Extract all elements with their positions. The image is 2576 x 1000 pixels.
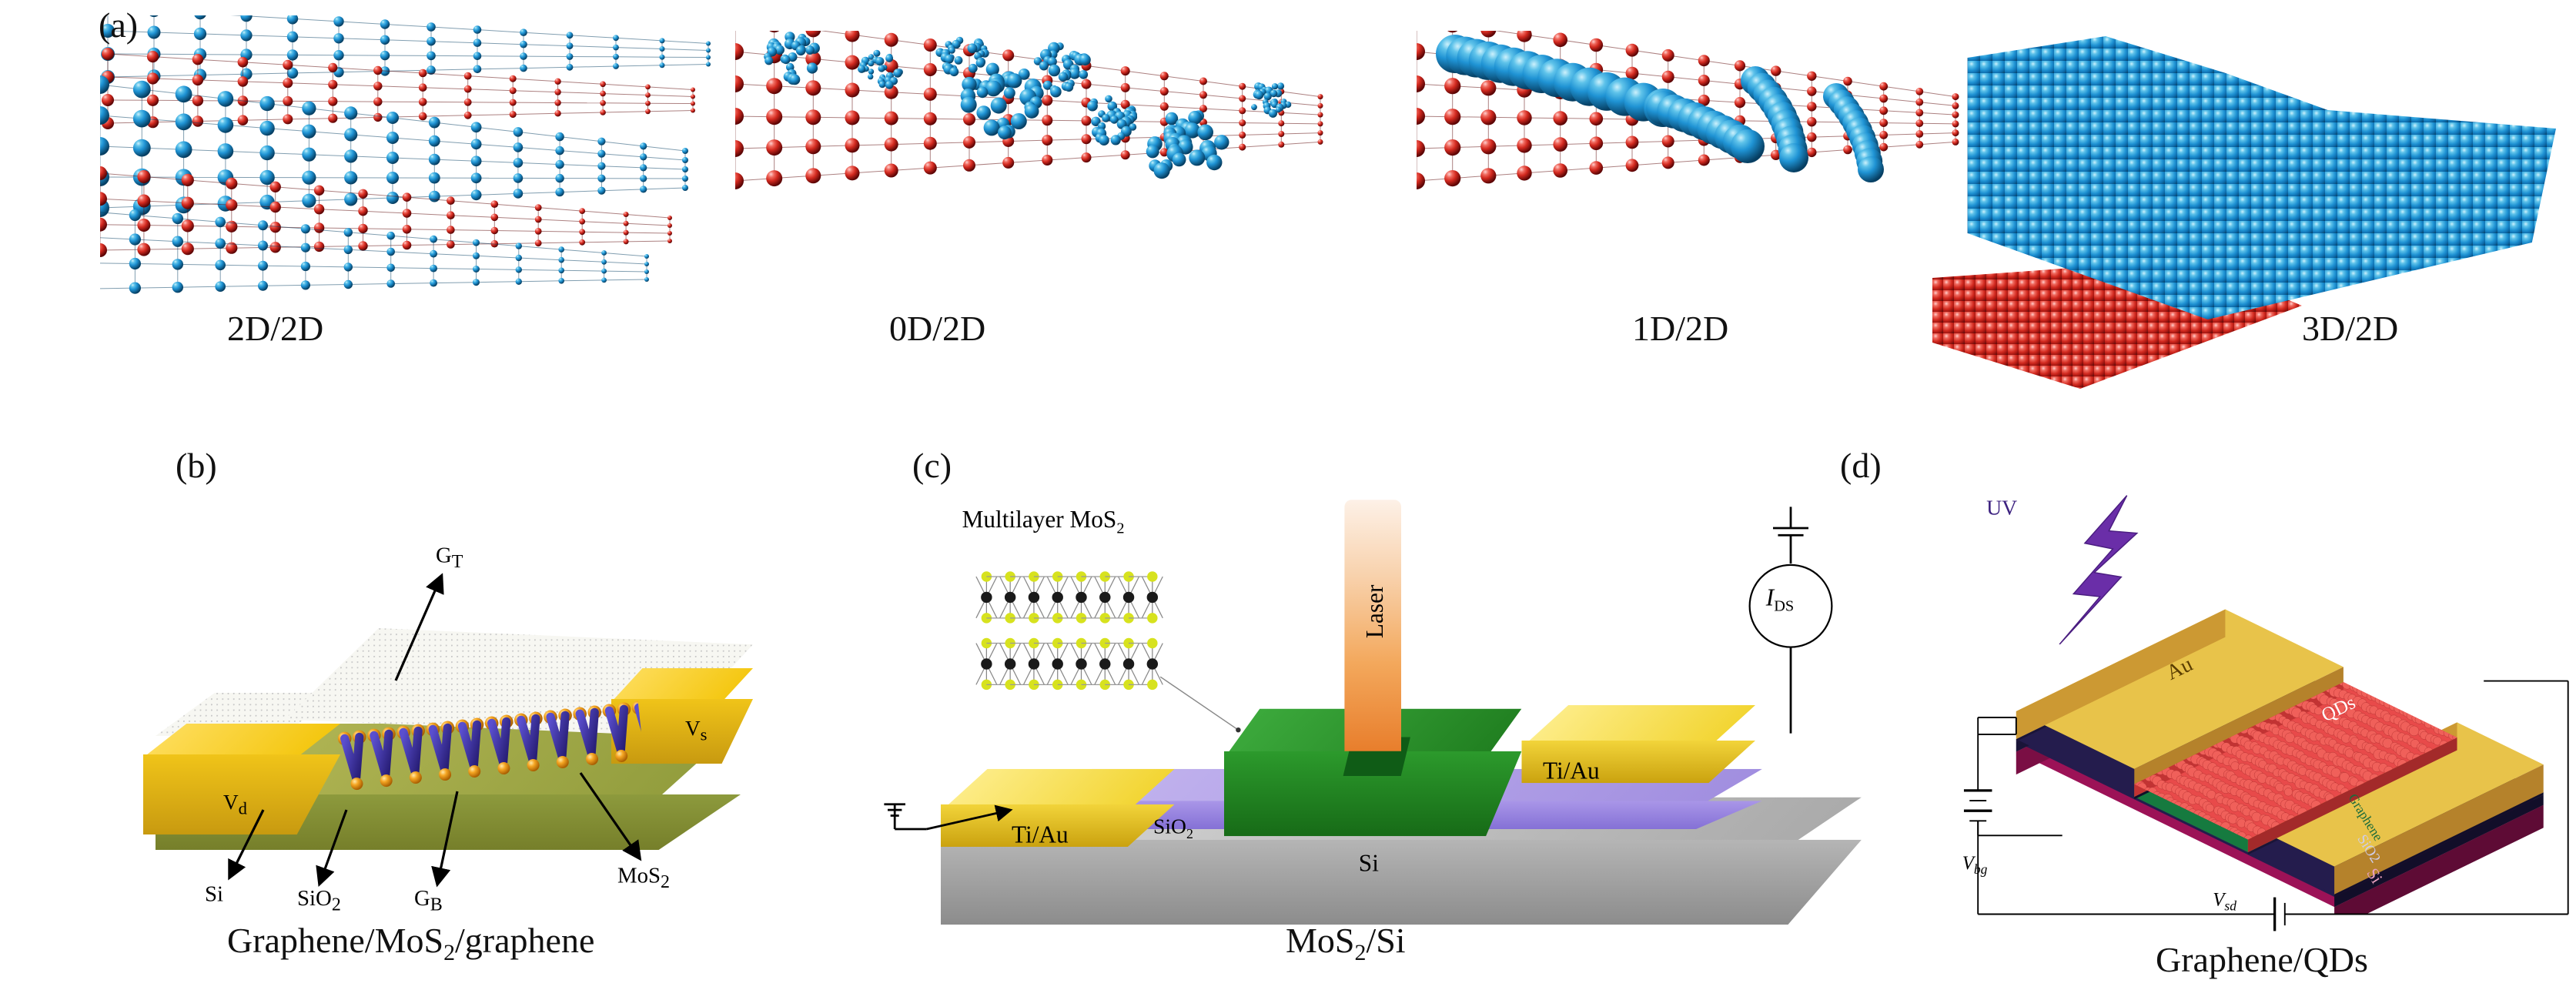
svg-text:Vsd: Vsd [2213, 890, 2236, 914]
svg-text:Vbg: Vbg [1962, 853, 1988, 877]
